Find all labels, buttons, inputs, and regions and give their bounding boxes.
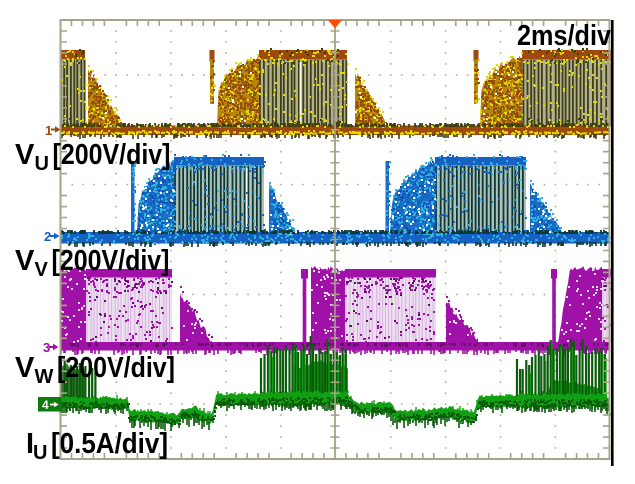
- svg-text:V: V: [35, 259, 49, 281]
- svg-text:[200V/div]: [200V/div]: [52, 245, 170, 277]
- svg-text:[200V/div]: [200V/div]: [57, 352, 175, 384]
- svg-text:2ms/div: 2ms/div: [517, 20, 611, 52]
- svg-text:V: V: [15, 245, 35, 277]
- svg-text:W: W: [35, 366, 54, 388]
- svg-text:4: 4: [42, 398, 49, 412]
- svg-text:1: 1: [45, 123, 52, 138]
- svg-text:V: V: [15, 352, 35, 384]
- svg-text:V: V: [15, 139, 35, 171]
- svg-text:2: 2: [44, 229, 51, 244]
- svg-text:U: U: [35, 153, 49, 175]
- svg-text:I: I: [26, 428, 34, 460]
- svg-text:3: 3: [43, 340, 50, 355]
- svg-text:[0.5A/div]: [0.5A/div]: [51, 428, 168, 460]
- svg-text:[200V/div]: [200V/div]: [53, 139, 171, 171]
- svg-text:U: U: [33, 442, 47, 464]
